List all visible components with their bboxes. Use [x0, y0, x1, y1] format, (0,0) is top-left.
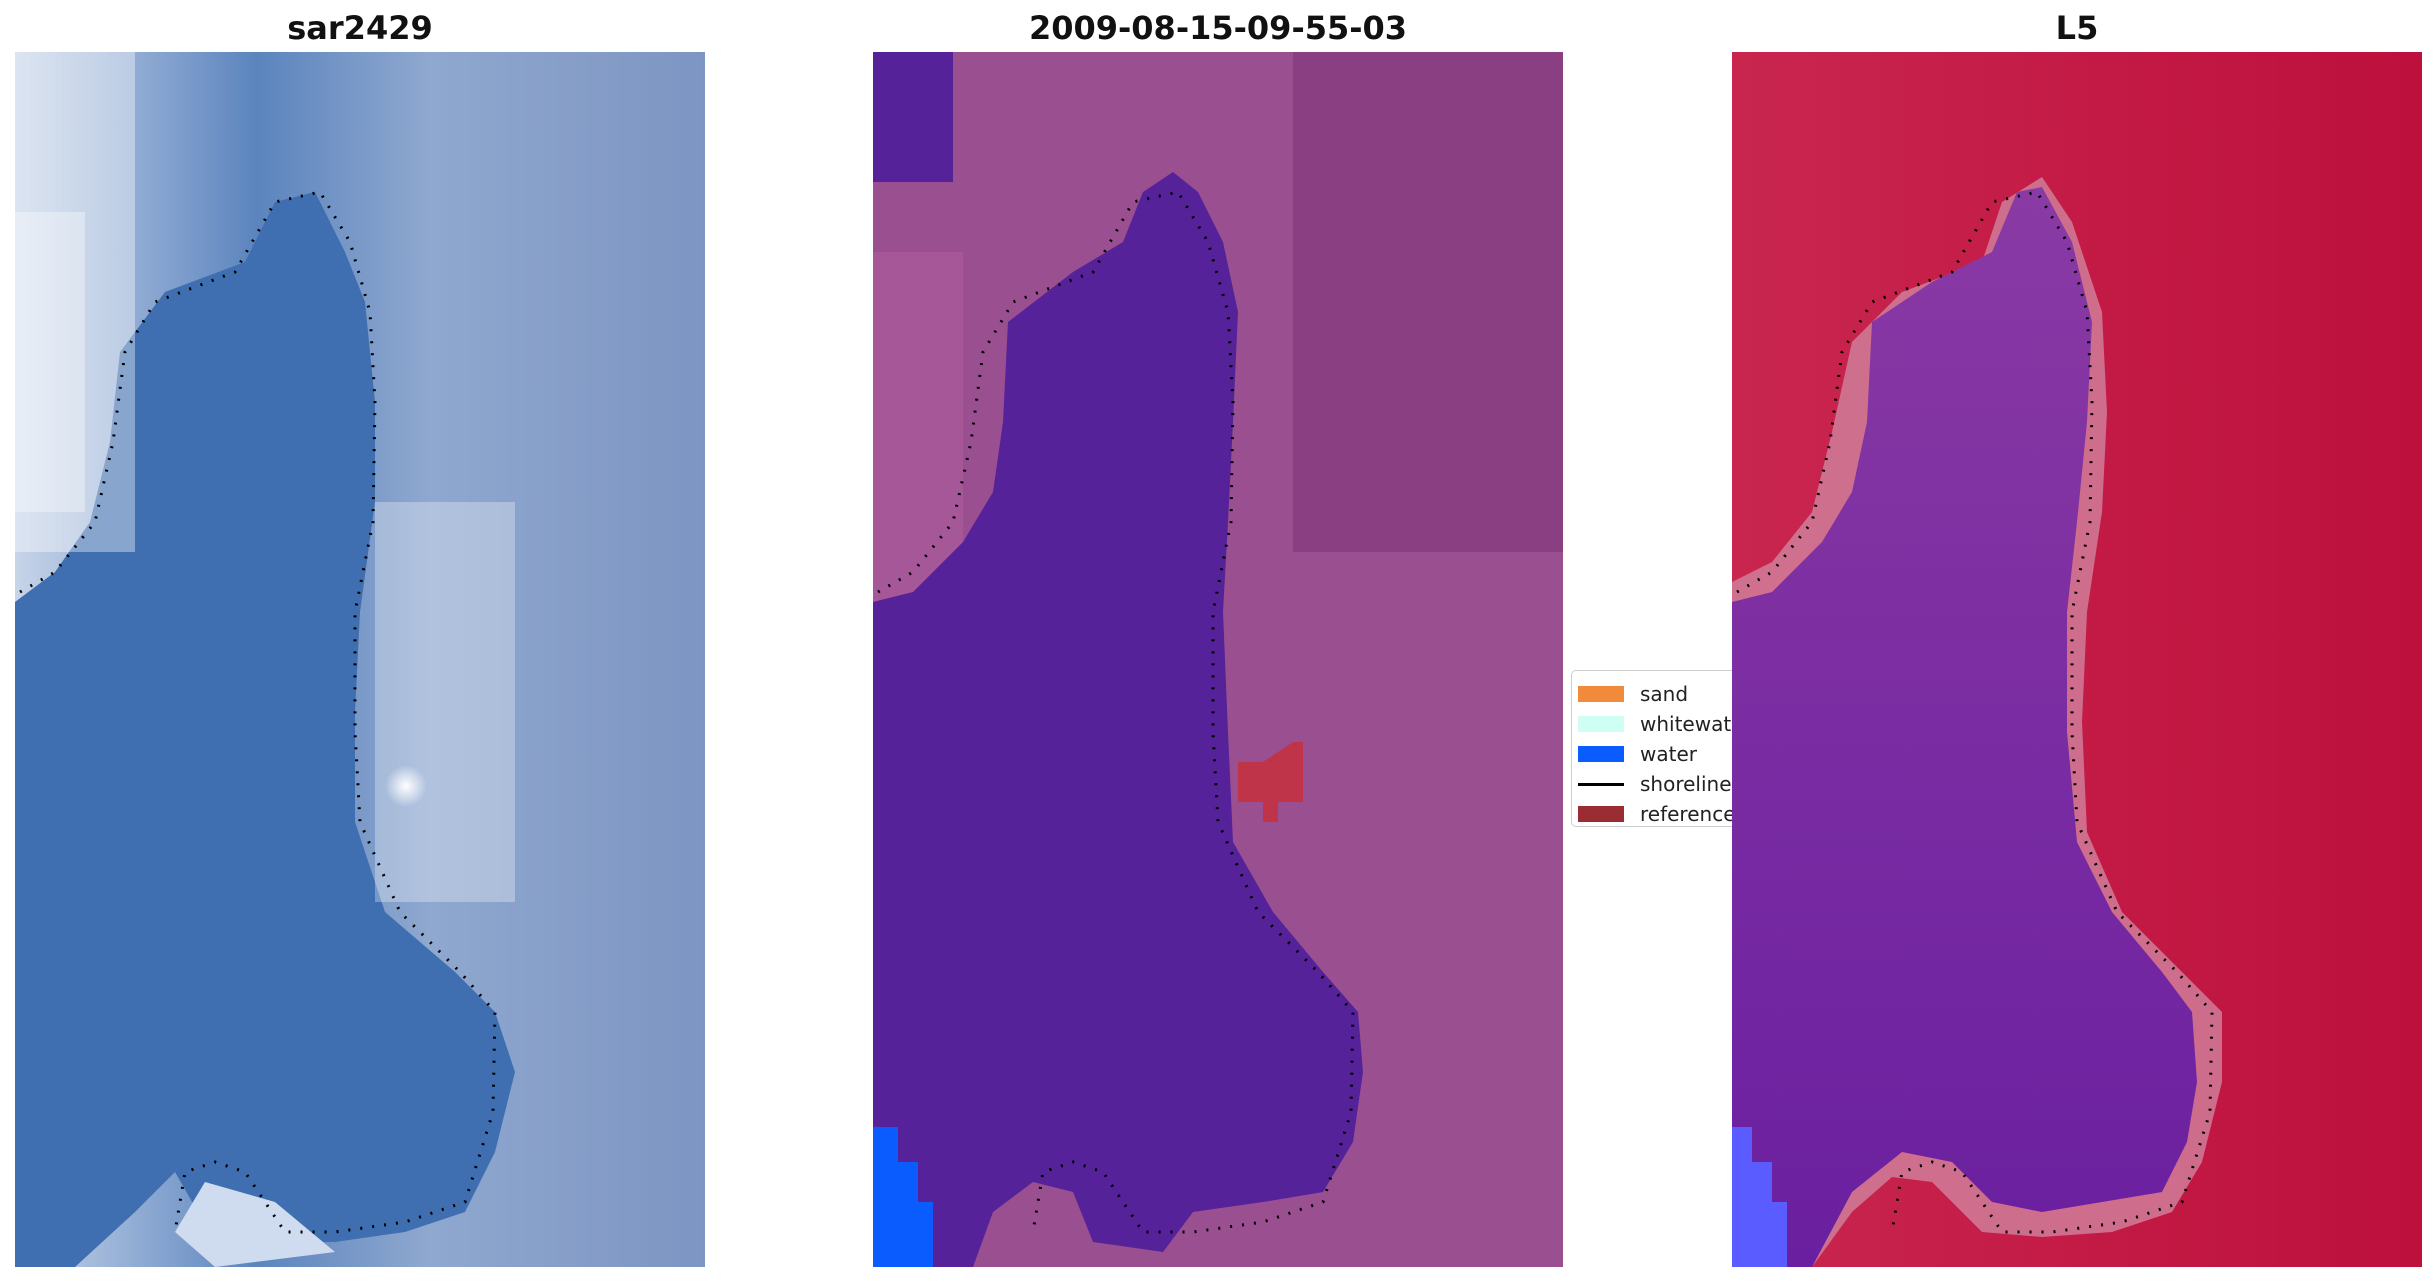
- shoreline-line: [1578, 782, 1624, 786]
- legend-item-water: water: [1578, 739, 1734, 769]
- legend-label-whitewater: whitewater: [1640, 712, 1741, 736]
- classification-map: [873, 52, 1563, 1267]
- water-swatch: [1578, 746, 1624, 762]
- legend-label-shoreline: shoreline: [1640, 772, 1732, 796]
- sand-swatch: [1578, 686, 1624, 702]
- satellite-image: [15, 52, 705, 1267]
- legend-label-sand: sand: [1640, 682, 1689, 706]
- legend-item-shoreline: shoreline: [1578, 769, 1734, 799]
- right-panel-title: L5: [2055, 9, 2099, 47]
- legend: sand whitewater water shoreline referenc…: [1571, 670, 1741, 827]
- legend-item-whitewater: whitewater: [1578, 709, 1740, 739]
- whitewater-swatch: [1578, 716, 1624, 732]
- legend-label-water: water: [1640, 742, 1697, 766]
- middle-panel-title: 2009-08-15-09-55-03: [1028, 9, 1408, 47]
- reference-swatch: [1578, 806, 1624, 822]
- classification-panel: [873, 52, 1563, 1267]
- left-panel-title: sar2429: [287, 9, 433, 47]
- legend-label-reference: reference: [1640, 802, 1736, 826]
- legend-item-sand: sand: [1578, 679, 1734, 709]
- satellite-image-panel: [15, 52, 705, 1267]
- l5-image: [1732, 52, 2422, 1267]
- l5-panel: [1732, 52, 2422, 1267]
- legend-item-reference: reference: [1578, 799, 1736, 826]
